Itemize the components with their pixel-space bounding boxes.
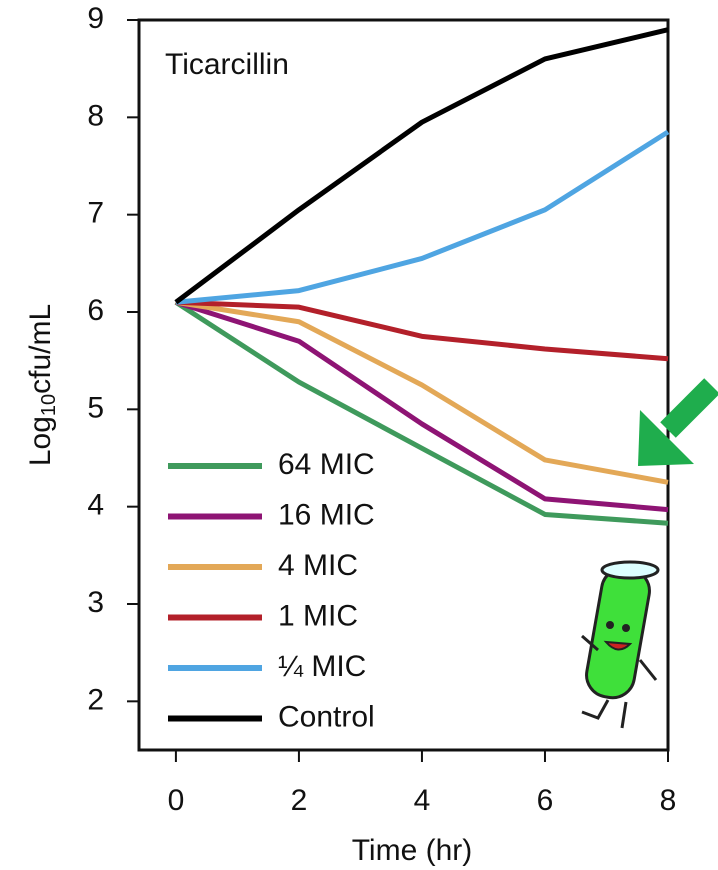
y-tick-label: 7 bbox=[87, 197, 104, 230]
arrow-head bbox=[638, 410, 694, 466]
y-tick-label: 6 bbox=[87, 294, 104, 327]
y-axis-title-sub: 10 bbox=[38, 394, 60, 416]
x-tick-label: 6 bbox=[537, 784, 554, 817]
y-tick-label: 2 bbox=[87, 683, 104, 716]
legend-label: 4 MIC bbox=[278, 549, 358, 582]
series-line bbox=[175, 299, 669, 485]
y-axis-title-base: Log bbox=[24, 416, 57, 466]
x-tick-label: 0 bbox=[168, 784, 185, 817]
y-tick-label: 9 bbox=[87, 2, 104, 35]
tube-mascot bbox=[581, 560, 660, 729]
x-tick-label: 4 bbox=[414, 784, 431, 817]
tube-eye bbox=[622, 624, 630, 632]
arrow-shaft bbox=[660, 378, 718, 438]
legend-label: Control bbox=[278, 700, 375, 733]
legend-label: 64 MIC bbox=[278, 448, 375, 481]
x-tick-label: 2 bbox=[291, 784, 308, 817]
y-axis-title: Log10cfu/mL bbox=[24, 304, 60, 466]
tube-eye bbox=[606, 621, 614, 629]
x-axis-title: Time (hr) bbox=[352, 834, 473, 867]
legend-label: ¼ MIC bbox=[278, 650, 366, 683]
legend-label: 1 MIC bbox=[278, 599, 358, 632]
series-line bbox=[175, 299, 669, 513]
tube-mouth bbox=[603, 640, 633, 651]
series-line bbox=[174, 300, 669, 526]
plot-frame bbox=[137, 18, 670, 752]
y-tick-label: 5 bbox=[87, 391, 104, 424]
chart-title: Ticarcillin bbox=[165, 48, 289, 81]
series-line bbox=[174, 27, 669, 305]
x-tick-label: 8 bbox=[660, 784, 677, 817]
series-line bbox=[175, 299, 669, 362]
arrow-decoration bbox=[638, 378, 718, 466]
series-line bbox=[175, 129, 670, 305]
tube-rim bbox=[600, 560, 660, 580]
y-tick-label: 3 bbox=[87, 586, 104, 619]
y-tick-label: 4 bbox=[87, 489, 104, 522]
y-tick-label: 8 bbox=[87, 99, 104, 132]
tube-limbs bbox=[581, 634, 658, 729]
y-axis-title-rest: cfu/mL bbox=[24, 304, 57, 394]
tube-body bbox=[585, 566, 651, 700]
legend-label: 16 MIC bbox=[278, 498, 375, 531]
